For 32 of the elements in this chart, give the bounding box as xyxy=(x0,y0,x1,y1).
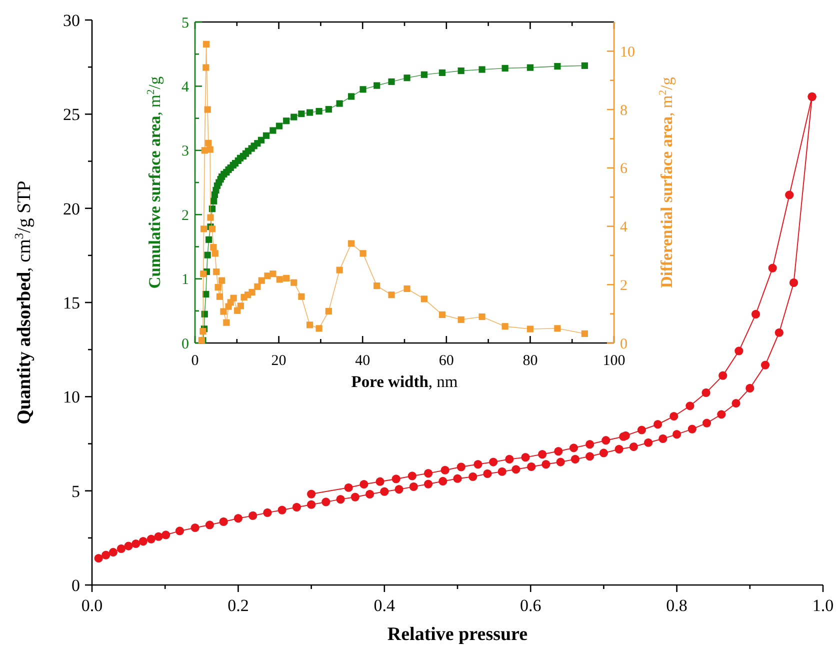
y2-tick-label: 8 xyxy=(620,102,628,119)
x-tick-label: 0.8 xyxy=(666,596,688,615)
x-tick-label: 0.6 xyxy=(520,596,542,615)
x-tick-label: 100 xyxy=(602,353,626,369)
y-tick-label: 30 xyxy=(63,10,80,30)
y-tick-label: 5 xyxy=(182,15,189,32)
x-tick-label: 0.2 xyxy=(228,596,249,615)
y2-tick-label: 10 xyxy=(620,44,635,60)
y-tick-label: 3 xyxy=(182,144,189,160)
y-tick-label: 5 xyxy=(72,482,80,501)
y2-tick-label: 2 xyxy=(620,278,628,294)
y2-tick-label: 0 xyxy=(620,336,628,352)
y-tick-label: 15 xyxy=(63,293,80,312)
y-tick-label: 25 xyxy=(63,105,80,124)
y-tick-label: 10 xyxy=(63,388,80,407)
y-tick-label: 20 xyxy=(63,199,80,218)
y-tick-label: 0 xyxy=(72,576,80,595)
x-tick-label: 60 xyxy=(438,353,454,369)
x-axis-title: Pore width, nm xyxy=(351,372,458,391)
x-tick-label: 0.4 xyxy=(374,596,396,615)
y2-tick-label: 6 xyxy=(620,161,628,178)
x-tick-label: 80 xyxy=(522,353,538,369)
y-tick-label: 2 xyxy=(182,208,189,224)
x-tick-label: 1.0 xyxy=(812,596,834,615)
y-tick-label: 0 xyxy=(182,336,189,352)
x-axis-title: Relative pressure xyxy=(387,624,528,645)
x-tick-label: 0.0 xyxy=(81,596,103,615)
y2-tick-label: 4 xyxy=(620,220,628,236)
y-tick-label: 4 xyxy=(182,79,190,96)
y-tick-label: 1 xyxy=(182,272,189,288)
x-tick-label: 40 xyxy=(355,353,370,369)
x-tick-label: 20 xyxy=(271,353,286,369)
